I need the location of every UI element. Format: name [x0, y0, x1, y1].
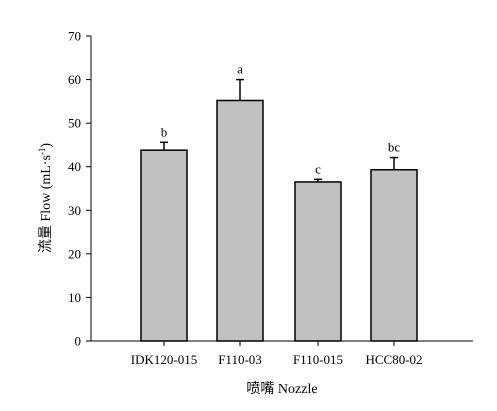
y-tick-label: 60 [68, 72, 81, 87]
x-tick-labels: IDK120-015 F110-03 F110-015 HCC80-02 [131, 352, 423, 367]
bars: b a c bc [140, 62, 418, 346]
x-axis-title: 喷嘴 Nozzle [246, 381, 317, 397]
bar [140, 149, 188, 342]
plot-area: 0 10 20 30 40 50 60 70 b a c bc IDK120-015 F110-03 F… [68, 29, 473, 367]
y-axis-title-superscript: -1 [37, 148, 47, 156]
y-tick-label: 20 [68, 246, 81, 261]
y-tick-label: 40 [68, 159, 81, 174]
y-tick-label: 30 [68, 203, 81, 218]
y-tick-label: 0 [75, 334, 82, 349]
y-ticks: 0 10 20 30 40 50 60 70 [68, 29, 91, 349]
x-tick-label: F110-03 [218, 352, 262, 367]
x-tick-label: F110-015 [293, 352, 343, 367]
y-axis-title-main: 流量 Flow (mL·s [38, 155, 54, 253]
significance-label: b [161, 124, 168, 139]
y-axis-title-close: ) [39, 143, 54, 148]
y-axis-title: 流量 Flow (mL·s-1) [37, 143, 54, 254]
x-tick-label: HCC80-02 [365, 352, 422, 367]
significance-label: c [315, 161, 321, 176]
x-tick-label: IDK120-015 [131, 352, 197, 367]
y-tick-label: 70 [68, 29, 81, 44]
bar [370, 169, 418, 342]
bar [294, 181, 342, 342]
y-tick-label: 50 [68, 116, 81, 131]
significance-label: bc [388, 140, 401, 155]
significance-label: a [237, 62, 243, 77]
y-tick-label: 10 [68, 290, 81, 305]
bar [216, 99, 264, 342]
